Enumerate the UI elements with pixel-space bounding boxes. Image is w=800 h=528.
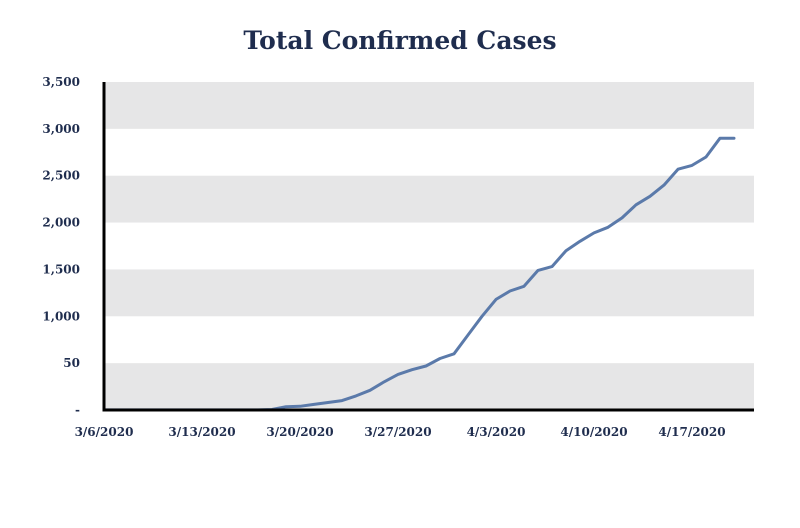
axes [102, 82, 754, 412]
x-tick-label: 4/17/2020 [658, 425, 725, 439]
y-tick-label: 1,500 [42, 262, 80, 276]
y-tick-label: 1,000 [42, 309, 80, 323]
grid-band [104, 82, 754, 129]
y-tick-label: 2,000 [42, 216, 80, 230]
y-tick-label: - [75, 403, 80, 417]
x-tick-label: 4/3/2020 [467, 425, 526, 439]
grid-bands [104, 82, 754, 410]
x-tick-label: 3/27/2020 [364, 425, 431, 439]
chart-title: Total Confirmed Cases [243, 26, 557, 55]
grid-band [104, 363, 754, 410]
x-tick-label: 3/13/2020 [168, 425, 235, 439]
grid-band [104, 269, 754, 317]
y-tick-label: 3,500 [42, 75, 80, 89]
y-tick-label: 50 [63, 356, 80, 370]
grid-band [104, 175, 754, 223]
x-tick-label: 4/10/2020 [560, 425, 627, 439]
x-axis-ticks: 3/6/2020 3/13/2020 3/20/2020 3/27/2020 4/3/2… [75, 425, 726, 439]
x-tick-label: 3/6/2020 [75, 425, 134, 439]
y-tick-label: 2,500 [42, 169, 80, 183]
y-tick-label: 3,000 [42, 122, 80, 136]
x-tick-label: 3/20/2020 [266, 425, 333, 439]
y-axis-ticks: - 50 1,000 1,500 2,000 2,500 3,000 3,500 [42, 75, 80, 417]
